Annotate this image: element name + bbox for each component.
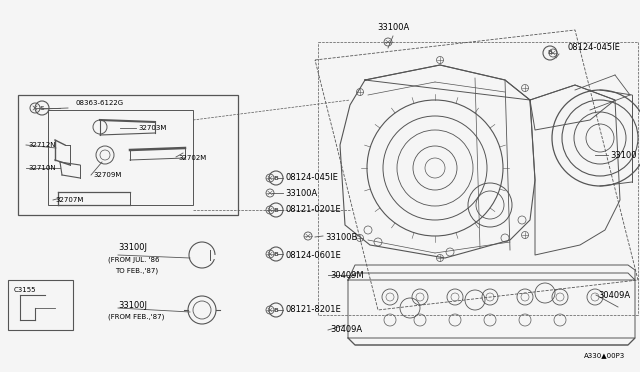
Text: 32709M: 32709M (93, 172, 122, 178)
Text: 08363-6122G: 08363-6122G (75, 100, 123, 106)
Text: 32712N: 32712N (28, 142, 56, 148)
Text: 33100J: 33100J (118, 301, 147, 310)
Text: 08124-0601E: 08124-0601E (285, 250, 340, 260)
Bar (18, 95, 238, 215)
Text: 32702M: 32702M (178, 155, 206, 161)
Text: (FROM FEB.,'87): (FROM FEB.,'87) (108, 314, 164, 320)
Text: B: B (548, 51, 552, 55)
Text: 33100A: 33100A (377, 23, 409, 32)
Text: 08124-045IE: 08124-045IE (568, 44, 621, 52)
Text: 33100B: 33100B (325, 234, 357, 243)
Text: B: B (273, 208, 278, 212)
Text: S: S (40, 106, 44, 110)
Text: 32710N: 32710N (28, 165, 56, 171)
Text: C3155: C3155 (14, 287, 36, 293)
Text: 08121-8201E: 08121-8201E (285, 305, 340, 314)
Text: 30409A: 30409A (598, 291, 630, 299)
Text: (FROM JUL. '86: (FROM JUL. '86 (108, 257, 159, 263)
Text: B: B (273, 176, 278, 180)
Text: 08124-045IE: 08124-045IE (285, 173, 338, 183)
Text: TO FEB.,'87): TO FEB.,'87) (115, 268, 158, 274)
Text: B: B (273, 251, 278, 257)
Text: A330▲00P3: A330▲00P3 (584, 352, 625, 358)
Text: 30409A: 30409A (330, 326, 362, 334)
Text: 32703M: 32703M (138, 125, 166, 131)
Text: 32707M: 32707M (55, 197, 83, 203)
Text: 33100A: 33100A (285, 189, 317, 198)
Text: 33100J: 33100J (118, 244, 147, 253)
Text: 33100: 33100 (610, 151, 637, 160)
Bar (48, 110, 193, 205)
Text: 30409M: 30409M (330, 270, 364, 279)
Text: 08121-0201E: 08121-0201E (285, 205, 340, 215)
Bar (8, 280, 73, 330)
Text: B: B (273, 308, 278, 312)
